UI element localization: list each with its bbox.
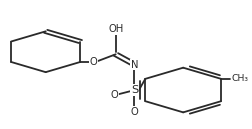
Text: O: O [89,57,97,67]
Text: O: O [110,90,118,100]
Text: S: S [130,85,138,95]
Text: O: O [130,107,138,117]
Text: CH₃: CH₃ [230,74,247,83]
Text: N: N [130,59,138,70]
Text: OH: OH [108,24,123,34]
